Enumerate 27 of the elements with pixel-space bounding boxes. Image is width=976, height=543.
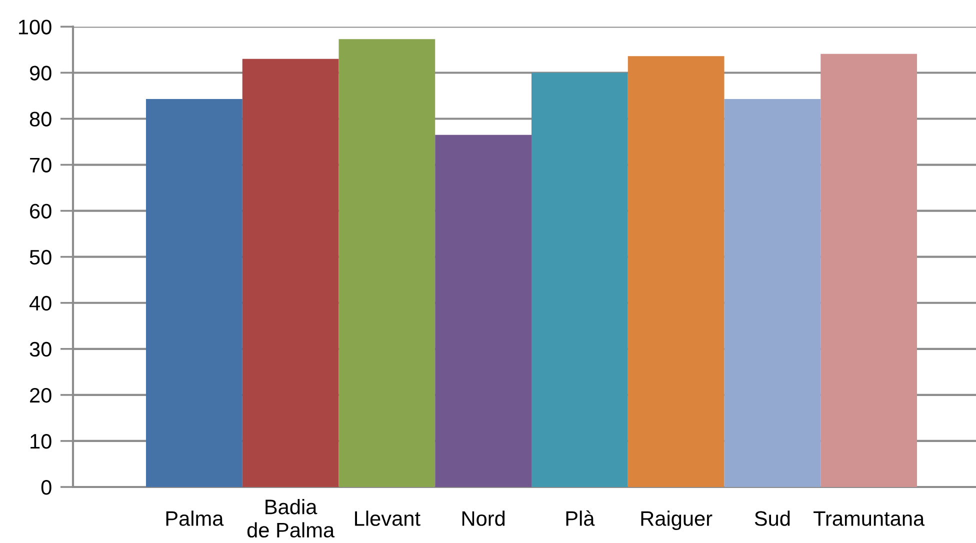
x-tick-label: Raiguer [641, 510, 712, 530]
y-tick-label: 10 [30, 434, 52, 449]
y-tick-label: 60 [30, 204, 52, 219]
bar [242, 58, 339, 487]
x-tick-label: Llevant [355, 510, 420, 526]
x-tick-label: Sud [754, 510, 790, 526]
bar [146, 98, 242, 487]
y-tick-label: 100 [19, 20, 52, 34]
x-tick-label: Plà [566, 510, 595, 526]
bar [724, 98, 821, 487]
x-tick-label: Nord [462, 510, 505, 526]
bar [628, 56, 724, 487]
bar [338, 39, 436, 487]
y-tick-label: 20 [30, 388, 52, 403]
x-tick-label: Tramuntana [814, 511, 925, 526]
y-tick-label: 70 [30, 158, 52, 173]
bar [532, 72, 628, 487]
x-tick-label: Palma [166, 510, 224, 526]
y-tick-label: 0 [41, 480, 52, 495]
y-tick-label: 90 [30, 66, 52, 80]
y-tick-label: 40 [29, 296, 52, 311]
y-tick-label: 50 [30, 250, 52, 265]
y-tick-label: 80 [30, 112, 52, 127]
y-tick-label: 30 [30, 342, 52, 357]
bar [820, 54, 918, 487]
bar [435, 134, 532, 487]
x-tick-label: Badia de Palma [247, 499, 335, 538]
